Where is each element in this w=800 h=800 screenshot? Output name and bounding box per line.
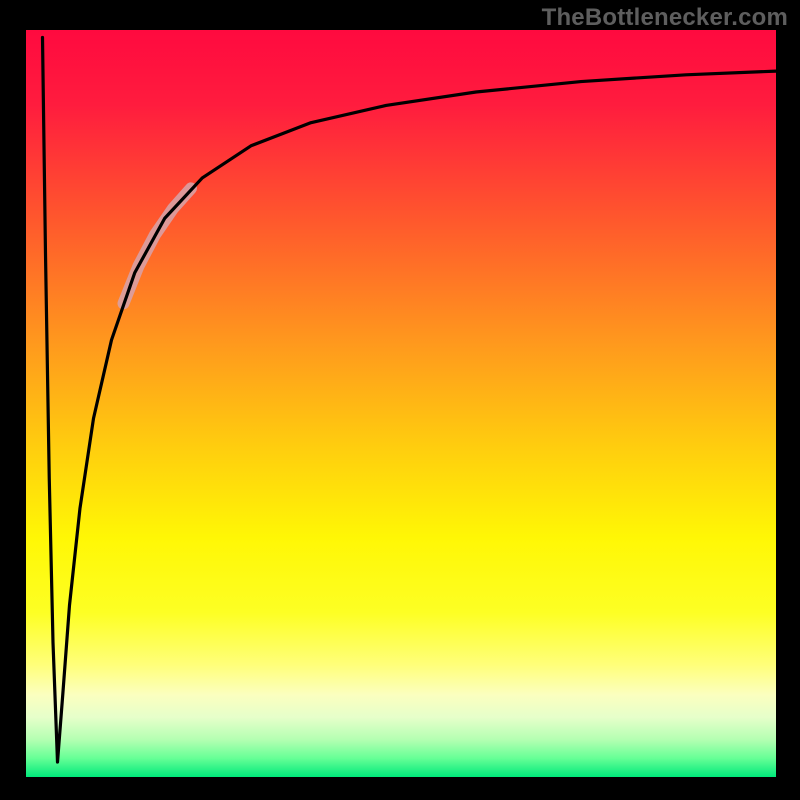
chart-stage: TheBottlenecker.com: [0, 0, 800, 800]
bottleneck-curve: [43, 37, 777, 762]
plot-area: [26, 30, 776, 777]
highlight-segment: [124, 188, 192, 303]
plot-svg: [26, 30, 776, 777]
watermark-text: TheBottlenecker.com: [542, 4, 788, 32]
